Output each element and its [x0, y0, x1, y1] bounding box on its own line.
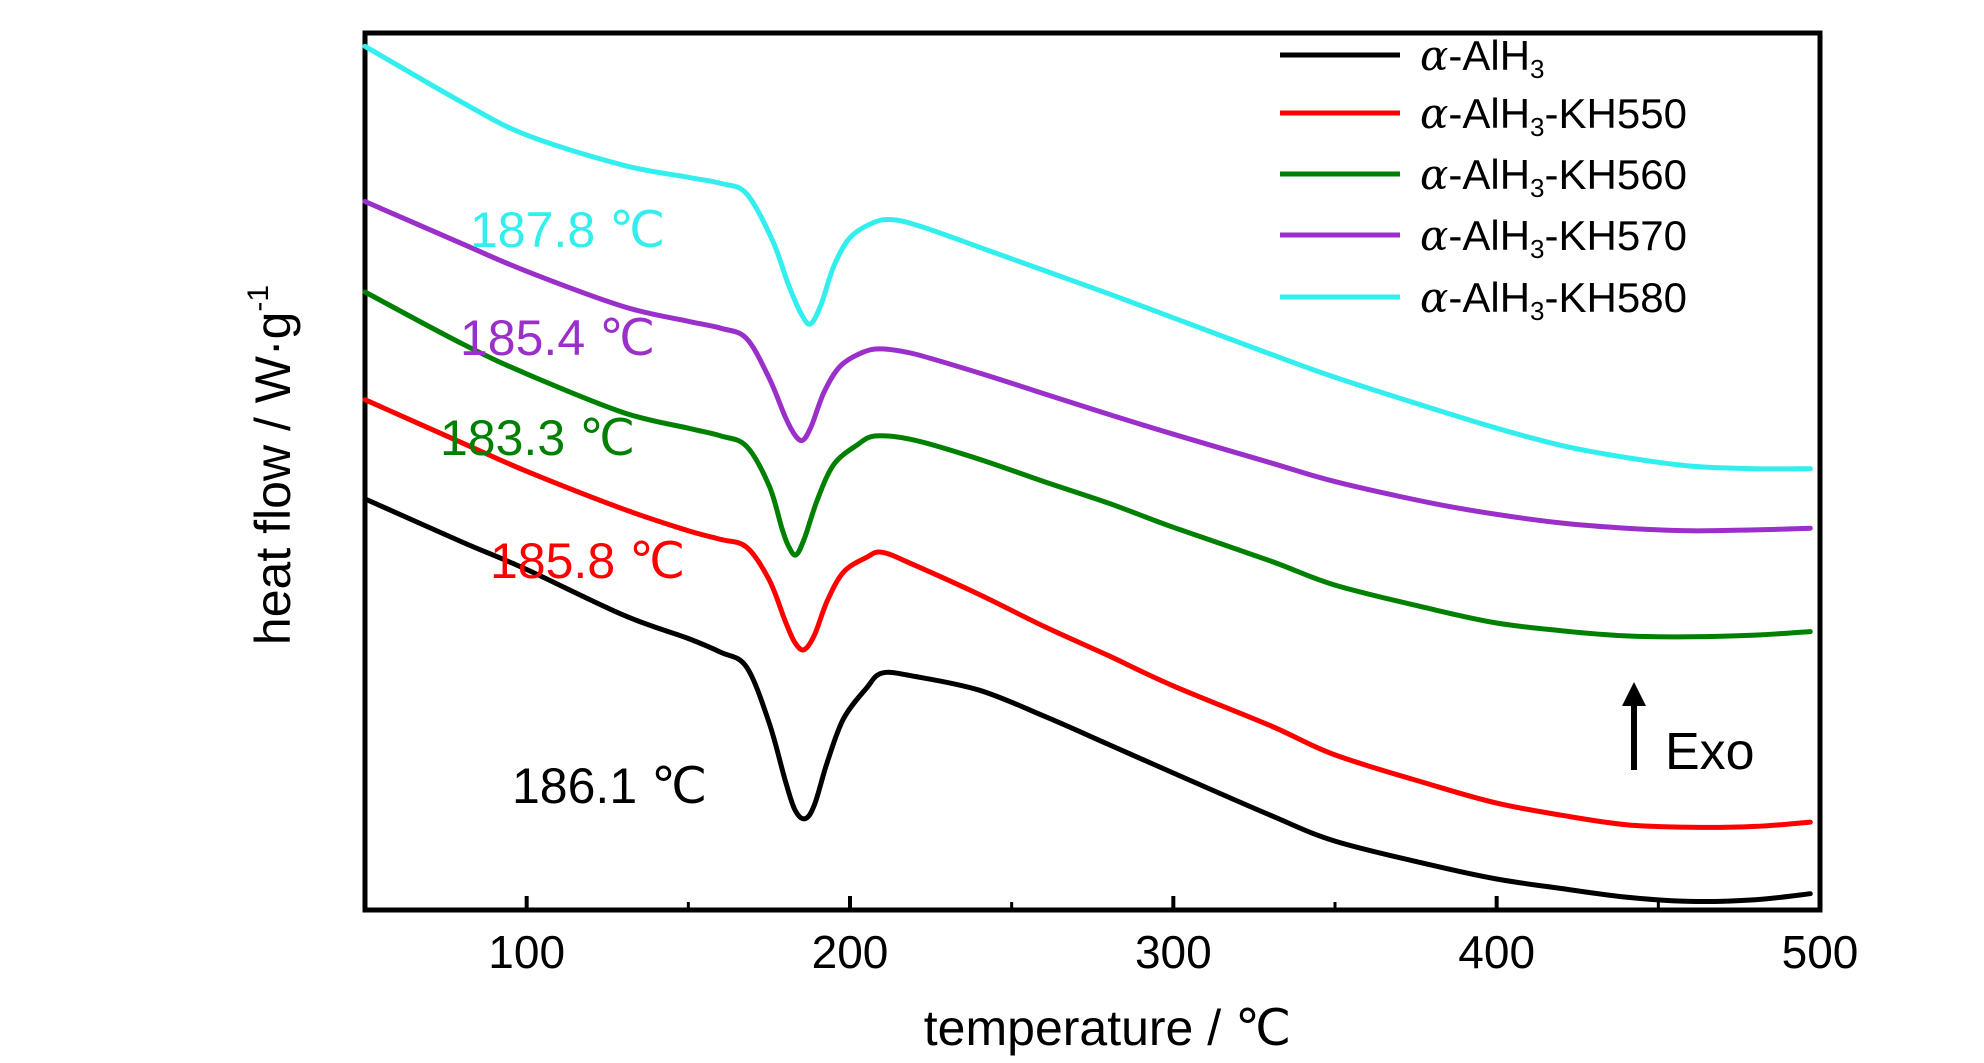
legend-label-kh550: α-AlH3-KH550 [1420, 89, 1687, 142]
y-axis-title: heat flow / W·g-1 [242, 285, 301, 645]
peak-label-kh550: 185.8 ℃ [490, 533, 685, 589]
x-tick-label: 100 [488, 926, 565, 978]
x-tick-label: 300 [1135, 926, 1212, 978]
x-tick-label: 200 [812, 926, 889, 978]
series-line-kh580 [362, 43, 1813, 472]
series-line-kh550 [362, 397, 1813, 830]
peak-label-kh580: 187.8 ℃ [470, 202, 665, 258]
legend-label-alh3: α-AlH3 [1420, 31, 1545, 84]
plot-frame [362, 30, 1823, 913]
series-line-kh570 [362, 199, 1813, 534]
x-tick-label: 400 [1458, 926, 1535, 978]
x-axis-title: temperature / ℃ [924, 1000, 1291, 1056]
x-tick-label: 500 [1782, 926, 1859, 978]
legend-label-kh570: α-AlH3-KH570 [1420, 211, 1687, 264]
exo-arrow-icon [1622, 682, 1646, 706]
legend-label-kh580: α-AlH3-KH580 [1420, 273, 1687, 326]
exo-label: Exo [1665, 723, 1755, 781]
peak-label-alh3: 186.1 ℃ [512, 758, 707, 814]
series-line-kh560 [362, 289, 1813, 640]
peak-label-kh570: 185.4 ℃ [460, 310, 655, 366]
legend-label-kh560: α-AlH3-KH560 [1420, 150, 1687, 203]
series-line-alh3 [362, 496, 1813, 904]
peak-label-kh560: 183.3 ℃ [440, 410, 635, 466]
